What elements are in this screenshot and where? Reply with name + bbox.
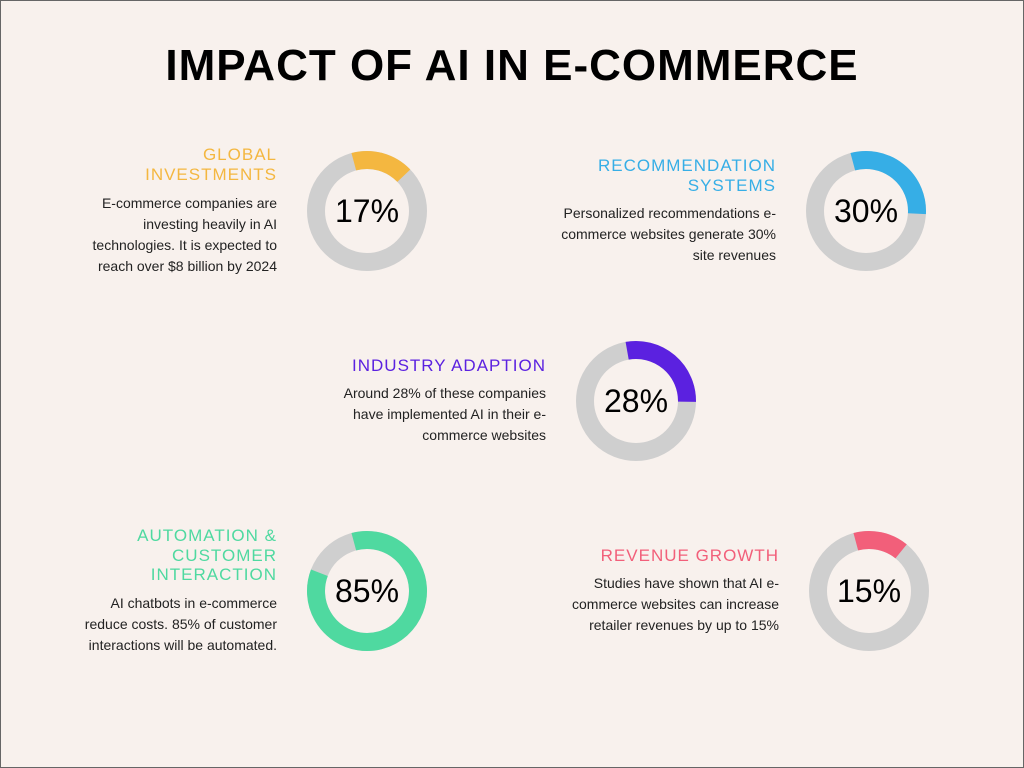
infographic-canvas: IMPACT OF AI IN E-COMMERCE GLOBAL INVEST… bbox=[1, 1, 1023, 767]
stat-card-industry-adaption: INDUSTRY ADAPTION Around 28% of these com… bbox=[311, 331, 706, 471]
stat-card-recommendation-systems: RECOMMENDATION SYSTEMS Personalized recom… bbox=[541, 141, 936, 281]
cards-grid: GLOBAL INVESTMENTS E-commerce companies a… bbox=[61, 121, 963, 721]
card-text-block: REVENUE GROWTH Studies have shown that AI… bbox=[569, 546, 779, 637]
donut-pct-label: 17% bbox=[297, 141, 437, 281]
donut-pct-label: 28% bbox=[566, 331, 706, 471]
donut-chart-industry-adaption: 28% bbox=[566, 331, 706, 471]
donut-chart-automation-customer-interaction: 85% bbox=[297, 521, 437, 661]
card-heading: AUTOMATION & CUSTOMER INTERACTION bbox=[67, 526, 277, 585]
card-heading: RECOMMENDATION SYSTEMS bbox=[541, 156, 776, 195]
card-text-block: RECOMMENDATION SYSTEMS Personalized recom… bbox=[541, 156, 776, 266]
card-text-block: INDUSTRY ADAPTION Around 28% of these com… bbox=[311, 356, 546, 447]
card-heading: GLOBAL INVESTMENTS bbox=[67, 145, 277, 184]
page-title: IMPACT OF AI IN E-COMMERCE bbox=[61, 41, 963, 91]
card-text-block: AUTOMATION & CUSTOMER INTERACTION AI chat… bbox=[67, 526, 277, 656]
card-body-text: Personalized recommendations e-commerce … bbox=[541, 203, 776, 266]
card-body-text: Around 28% of these companies have imple… bbox=[311, 383, 546, 446]
card-text-block: GLOBAL INVESTMENTS E-commerce companies a… bbox=[67, 145, 277, 276]
card-body-text: AI chatbots in e-commerce reduce costs. … bbox=[67, 593, 277, 656]
donut-pct-label: 15% bbox=[799, 521, 939, 661]
stat-card-revenue-growth: REVENUE GROWTH Studies have shown that AI… bbox=[569, 521, 939, 661]
card-heading: REVENUE GROWTH bbox=[569, 546, 779, 566]
donut-pct-label: 85% bbox=[297, 521, 437, 661]
donut-chart-recommendation-systems: 30% bbox=[796, 141, 936, 281]
card-body-text: Studies have shown that AI e-commerce we… bbox=[569, 573, 779, 636]
donut-chart-global-investments: 17% bbox=[297, 141, 437, 281]
stat-card-global-investments: GLOBAL INVESTMENTS E-commerce companies a… bbox=[67, 141, 437, 281]
donut-pct-label: 30% bbox=[796, 141, 936, 281]
card-body-text: E-commerce companies are investing heavi… bbox=[67, 193, 277, 277]
donut-chart-revenue-growth: 15% bbox=[799, 521, 939, 661]
card-heading: INDUSTRY ADAPTION bbox=[311, 356, 546, 376]
stat-card-automation-customer-interaction: AUTOMATION & CUSTOMER INTERACTION AI chat… bbox=[67, 521, 437, 661]
